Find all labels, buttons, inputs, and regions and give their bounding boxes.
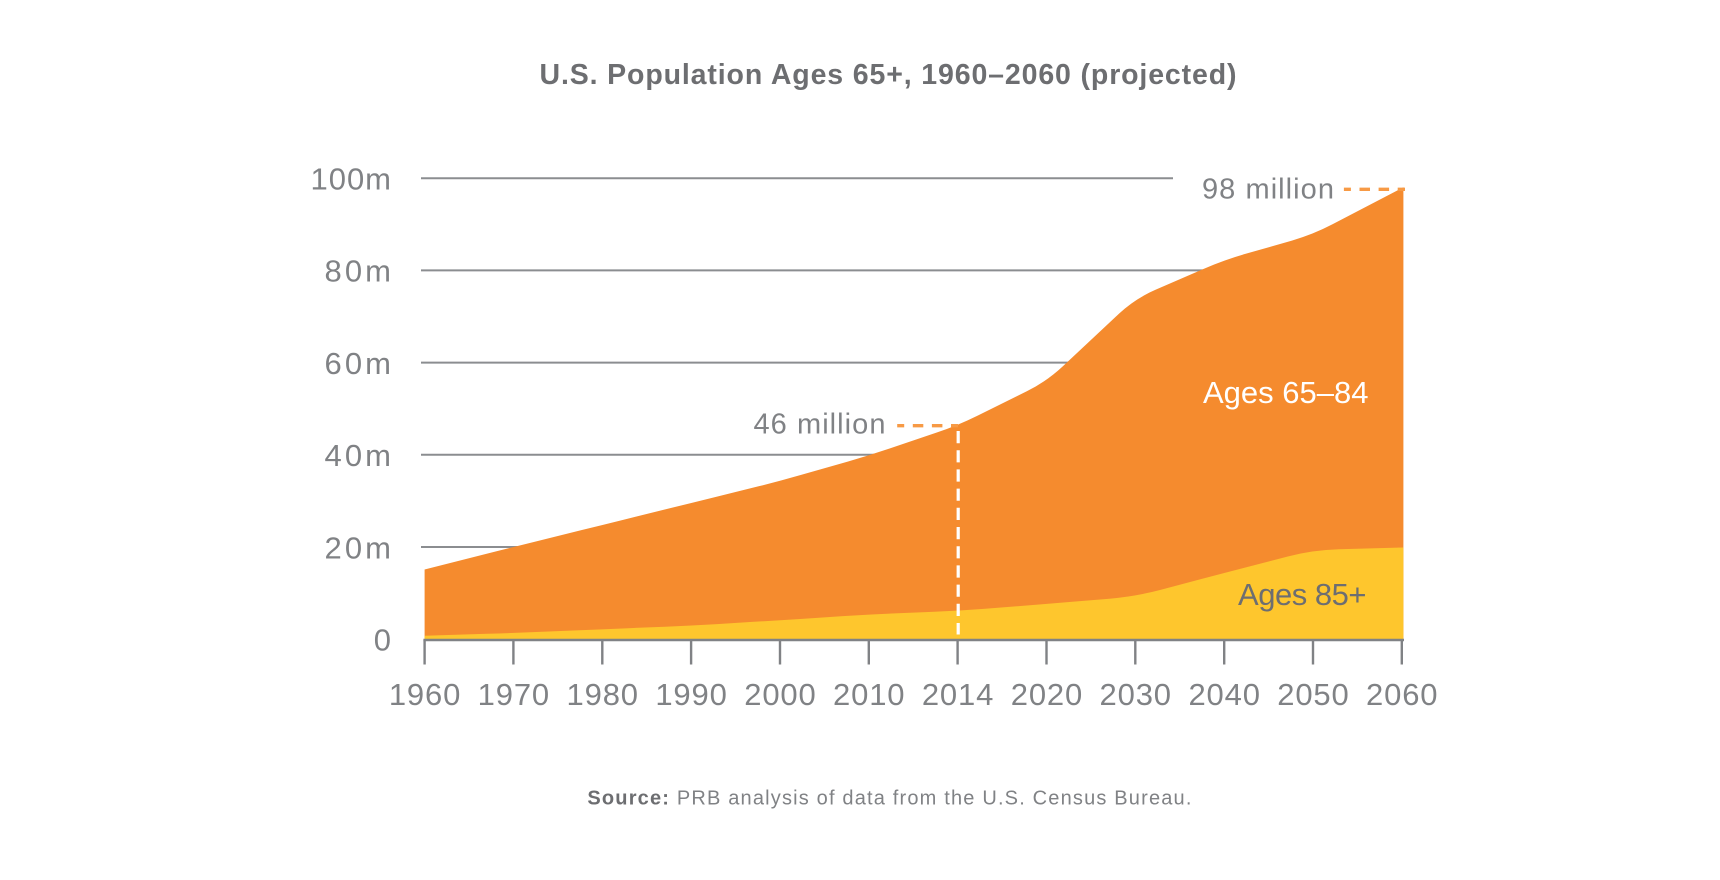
svg-text:0: 0	[374, 623, 391, 658]
svg-text:2020: 2020	[1011, 677, 1083, 712]
svg-text:Ages 65–84: Ages 65–84	[1203, 375, 1368, 410]
svg-text:2050: 2050	[1277, 677, 1349, 712]
svg-text:2030: 2030	[1100, 677, 1172, 712]
svg-text:Ages 85+: Ages 85+	[1238, 577, 1367, 612]
svg-text:46 million: 46 million	[754, 409, 886, 441]
svg-text:20m: 20m	[325, 530, 392, 565]
svg-text:98 million: 98 million	[1202, 174, 1334, 206]
svg-text:U.S. Population Ages 65+, 1960: U.S. Population Ages 65+, 1960–2060 (pro…	[540, 59, 1237, 91]
svg-text:Source: PRB analysis of data f: Source: PRB analysis of data from the U.…	[587, 787, 1191, 809]
svg-text:40m: 40m	[325, 438, 392, 473]
svg-text:2040: 2040	[1188, 677, 1260, 712]
svg-text:1980: 1980	[567, 677, 639, 712]
svg-text:2010: 2010	[833, 677, 905, 712]
svg-text:1970: 1970	[478, 677, 550, 712]
svg-text:2014: 2014	[922, 677, 994, 712]
svg-text:1990: 1990	[655, 677, 727, 712]
svg-text:1960: 1960	[389, 677, 461, 712]
svg-text:100m: 100m	[311, 162, 392, 197]
svg-text:2060: 2060	[1366, 677, 1438, 712]
svg-text:60m: 60m	[325, 346, 392, 381]
svg-text:2000: 2000	[744, 677, 816, 712]
svg-text:80m: 80m	[325, 254, 392, 289]
